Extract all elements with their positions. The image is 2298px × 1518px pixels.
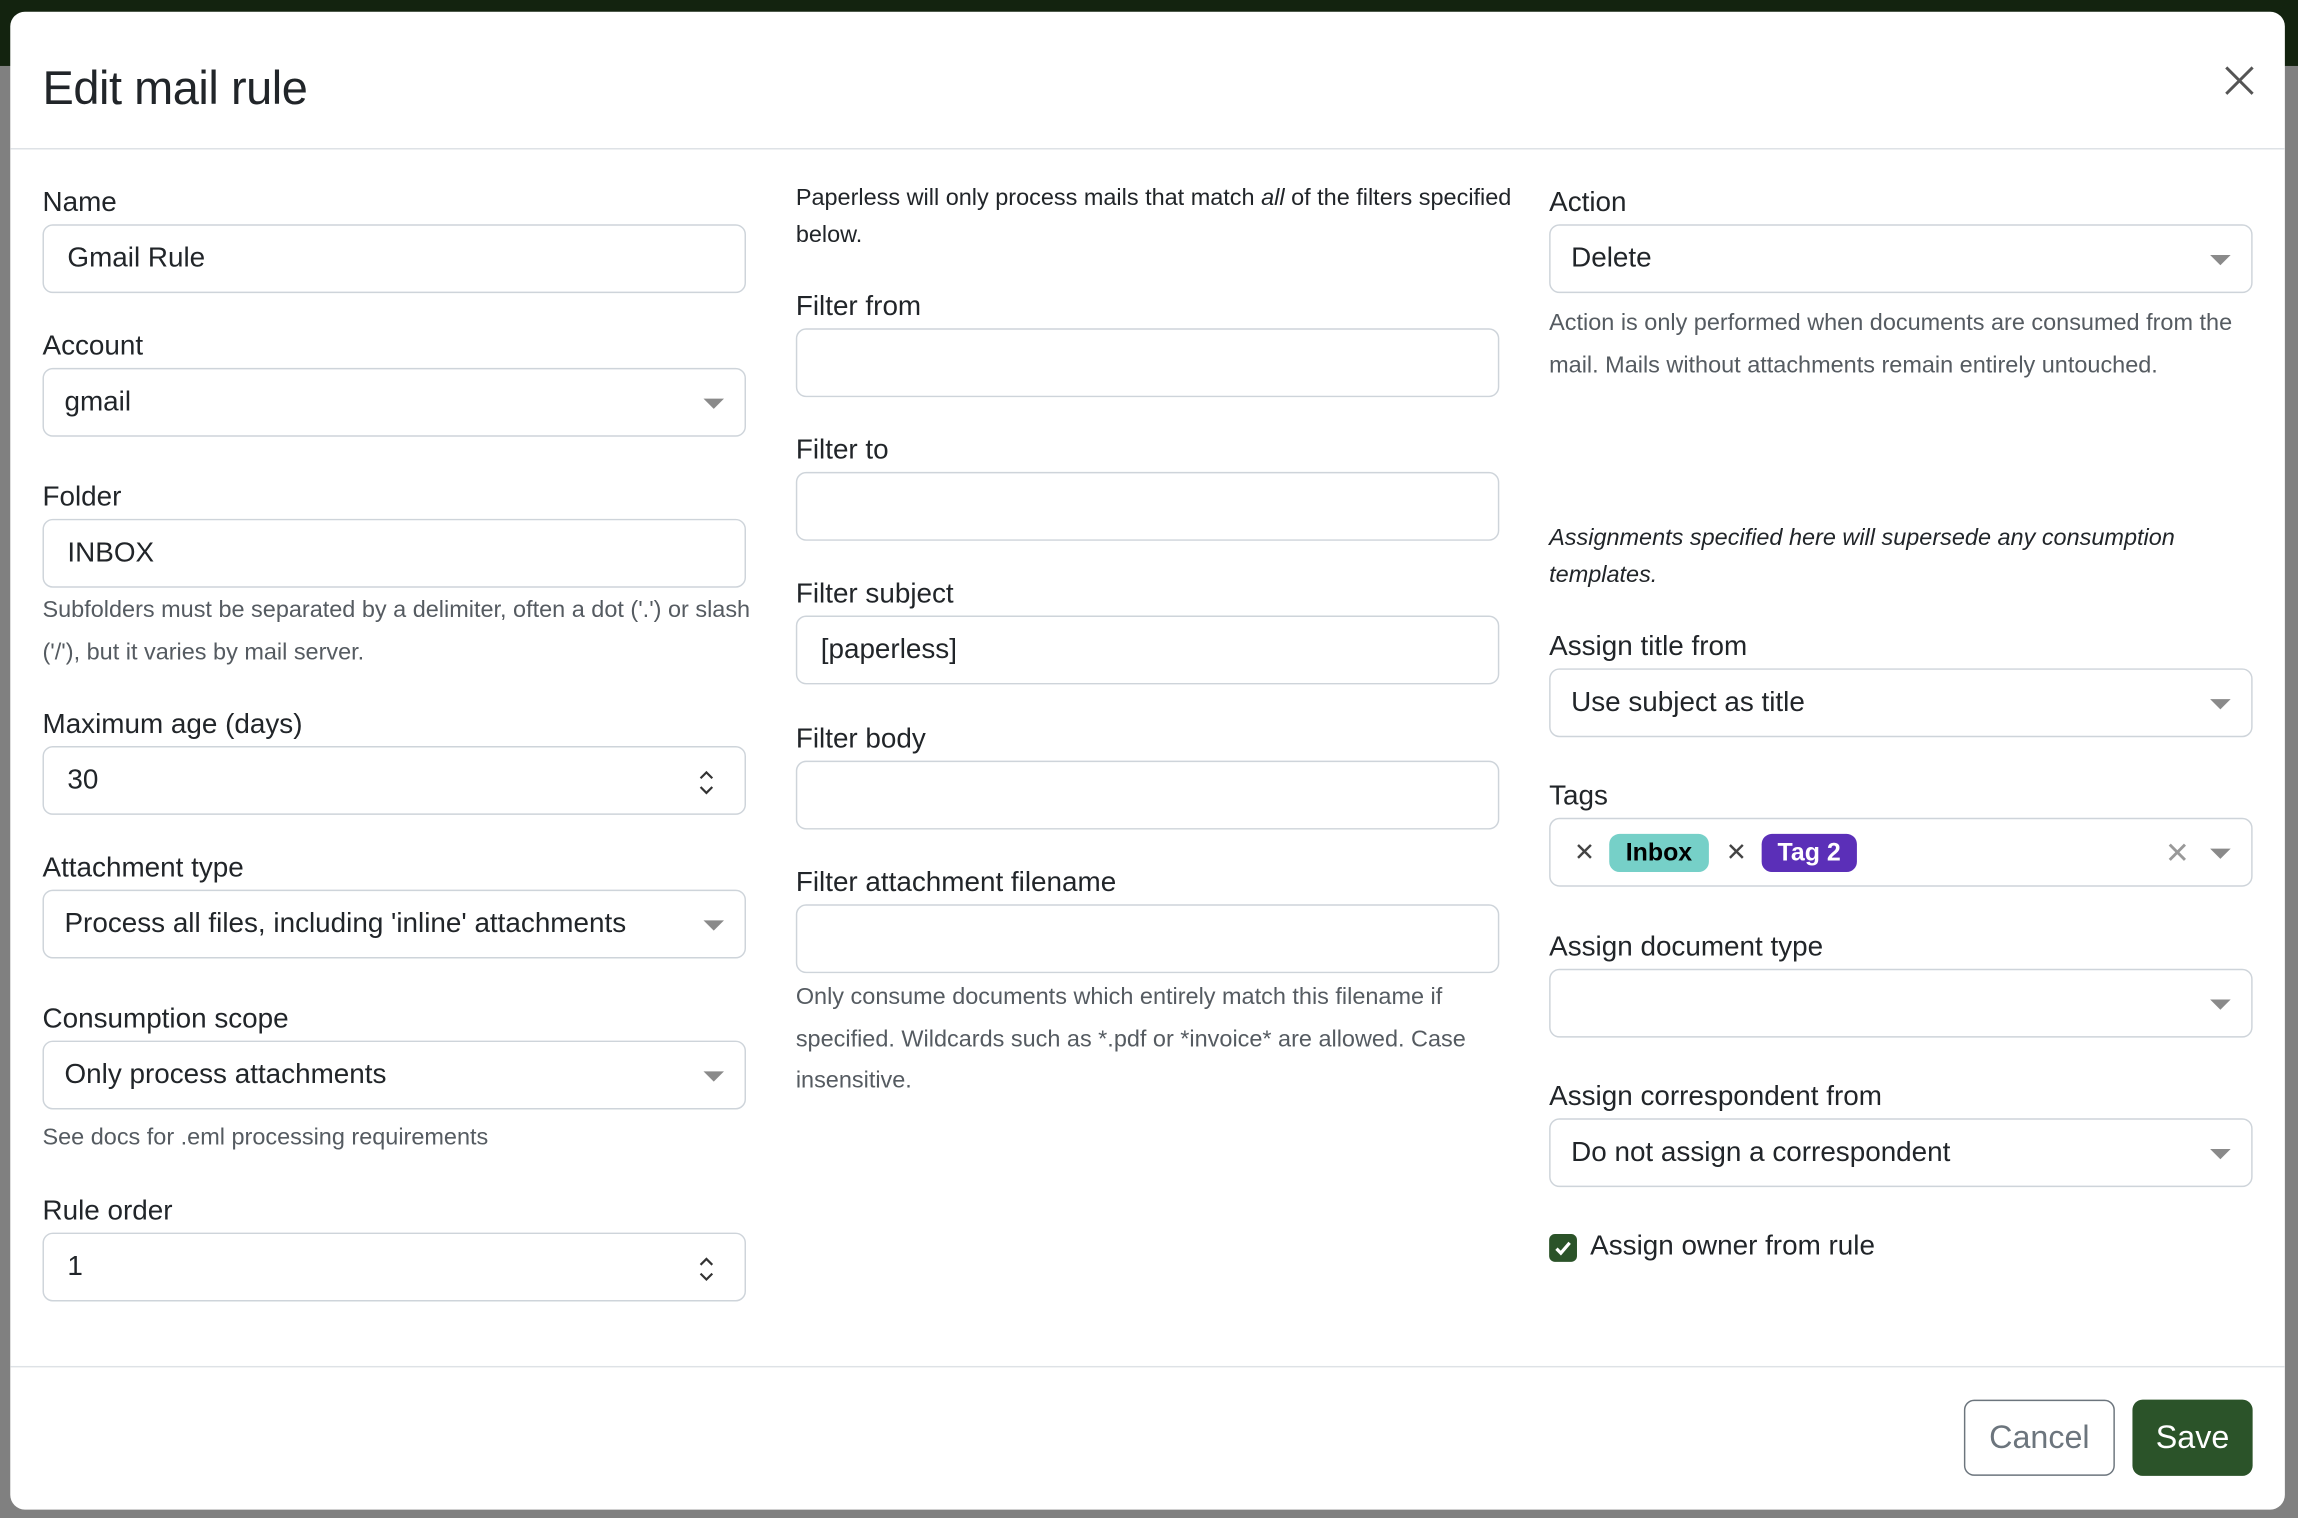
account-value: gmail: [64, 386, 132, 417]
rule-order-input[interactable]: 1: [42, 1232, 746, 1302]
account-label: Account: [42, 331, 144, 363]
filter-attachment-label: Filter attachment filename: [795, 867, 1117, 899]
folder-value: INBOX: [67, 537, 155, 568]
intro-text: Paperless will only process mails that m…: [795, 186, 1262, 212]
chevron-down-icon[interactable]: [2210, 848, 2231, 859]
filter-subject-value: [paperless]: [820, 633, 957, 665]
chevron-down-icon: [2210, 1149, 2231, 1160]
attachment-type-select[interactable]: Process all files, including 'inline' at…: [42, 889, 746, 959]
intro-emphasis: all: [1261, 186, 1285, 212]
title-from-select[interactable]: Use subject as title: [1549, 668, 2253, 738]
cancel-button[interactable]: Cancel: [1963, 1399, 2115, 1476]
correspondent-label: Assign correspondent from: [1549, 1081, 1882, 1113]
action-label: Action: [1549, 187, 1627, 219]
filter-subject-input[interactable]: [paperless]: [795, 615, 1500, 685]
tag-chip: Inbox: [1609, 833, 1709, 872]
action-help: Action is only performed when documents …: [1549, 310, 2233, 378]
account-select[interactable]: gmail: [42, 367, 746, 437]
name-value: Gmail Rule: [67, 242, 206, 274]
filters-intro: Paperless will only process mails that m…: [796, 182, 1514, 254]
filter-to-label: Filter to: [795, 435, 889, 467]
consumption-scope-help: See docs for .eml processing requirement…: [42, 1125, 489, 1151]
chevron-down-icon: [2210, 999, 2231, 1010]
title-from-value: Use subject as title: [1571, 686, 1805, 718]
assignments-note: Assignments specified here will supersed…: [1549, 526, 2175, 587]
max-age-label: Maximum age (days): [42, 709, 303, 741]
title-from-label: Assign title from: [1549, 631, 1748, 663]
filter-attachment-input[interactable]: [795, 904, 1500, 974]
rule-order-value: 1: [67, 1250, 83, 1282]
dialog-title: Edit mail rule: [42, 61, 308, 115]
chevron-down-icon: [2210, 255, 2231, 266]
filter-from-input[interactable]: [795, 328, 1500, 398]
rule-order-label: Rule order: [42, 1195, 173, 1227]
consumption-scope-select[interactable]: Only process attachments: [42, 1040, 746, 1110]
footer-divider: [10, 1365, 2285, 1368]
check-icon: [1555, 1241, 1571, 1256]
clear-all-icon[interactable]: ✕: [2165, 838, 2190, 871]
doc-type-label: Assign document type: [1549, 932, 1824, 963]
folder-input[interactable]: INBOX: [42, 518, 746, 588]
intro-text: of the filters specified below.: [795, 186, 1512, 247]
filter-attachment-help: Only consume documents which entirely ma…: [795, 984, 1466, 1094]
chevron-down-icon: [703, 398, 725, 409]
save-button[interactable]: Save: [2132, 1399, 2253, 1476]
consumption-scope-value: Only process attachments: [64, 1058, 387, 1090]
folder-help: Subfolders must be separated by a delimi…: [42, 597, 751, 665]
chevron-down-icon: [703, 920, 725, 931]
close-icon[interactable]: [2220, 62, 2258, 100]
doc-type-select[interactable]: [1549, 968, 2253, 1038]
spinner-icon[interactable]: [698, 1253, 716, 1285]
attachment-type-value: Process all files, including 'inline' at…: [64, 907, 627, 939]
filter-body-input[interactable]: [795, 760, 1500, 830]
chevron-down-icon: [703, 1071, 725, 1082]
correspondent-select[interactable]: Do not assign a correspondent: [1549, 1118, 2253, 1188]
max-age-input[interactable]: 30: [42, 745, 746, 815]
consumption-scope-label: Consumption scope: [42, 1003, 289, 1035]
edit-mail-rule-dialog: Edit mail rule Name Gmail Rule Account g…: [10, 11, 2285, 1510]
tags-label: Tags: [1549, 781, 1608, 812]
remove-tag-icon[interactable]: ✕: [1574, 837, 1595, 866]
action-value: Delete: [1571, 242, 1652, 274]
filter-subject-label: Filter subject: [795, 578, 954, 610]
action-select[interactable]: Delete: [1549, 224, 2253, 294]
owner-checkbox[interactable]: [1549, 1234, 1577, 1262]
tag-chip: Tag 2: [1761, 833, 1857, 872]
filter-body-label: Filter body: [795, 724, 926, 755]
header-divider: [10, 148, 2285, 150]
correspondent-value: Do not assign a correspondent: [1571, 1136, 1951, 1168]
remove-tag-icon[interactable]: ✕: [1725, 837, 1747, 866]
name-input[interactable]: Gmail Rule: [42, 224, 746, 294]
filter-from-label: Filter from: [795, 291, 922, 323]
spinner-icon[interactable]: [698, 767, 716, 799]
chevron-down-icon: [2210, 699, 2231, 710]
tags-select[interactable]: ✕ Inbox ✕ Tag 2 ✕: [1549, 817, 2253, 887]
name-label: Name: [42, 187, 117, 219]
attachment-type-label: Attachment type: [42, 852, 244, 884]
max-age-value: 30: [67, 764, 99, 796]
owner-checkbox-label[interactable]: Assign owner from rule: [1590, 1231, 1875, 1262]
filter-to-input[interactable]: [795, 471, 1500, 541]
folder-label: Folder: [42, 482, 122, 513]
